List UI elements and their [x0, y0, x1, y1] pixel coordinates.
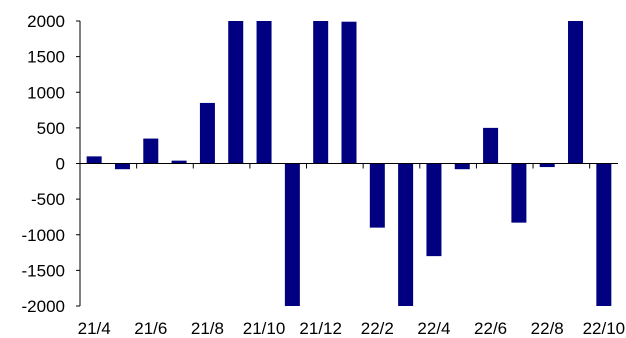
x-tick-label: 22/2: [361, 319, 394, 338]
x-tick-label: 21/8: [191, 319, 224, 338]
bar-21-6: [143, 139, 158, 164]
y-tick-label: -1000: [22, 226, 65, 245]
x-axis: 21/4 21/6 21/8 21/10 21/12 22/2 22/4 22/6 22/8 22…: [78, 164, 626, 338]
bar-22-10: [596, 164, 611, 307]
y-axis: 2000 1500 1000 500 0 -500 -1000 -1500 -2000: [22, 12, 80, 316]
bar-22-9: [568, 21, 583, 164]
bar-22-8: [540, 164, 555, 168]
x-tick-label: 22/6: [474, 319, 507, 338]
bar-21-10: [257, 21, 272, 164]
y-tick-label: -2000: [22, 297, 65, 316]
bar-21-8: [200, 103, 215, 164]
bar-21-5: [115, 164, 130, 170]
bar-21-9: [228, 21, 243, 164]
bar-22-3: [398, 164, 413, 307]
bar-22-1: [342, 22, 357, 164]
x-tick-label: 21/4: [78, 319, 111, 338]
x-tick-label: 22/10: [583, 319, 626, 338]
y-tick-label: 2000: [27, 12, 65, 31]
bar-22-7: [511, 164, 526, 223]
bar-22-4: [426, 164, 441, 257]
y-tick-label: 0: [56, 155, 65, 174]
bar-21-11: [285, 164, 300, 307]
bar-21-4: [87, 156, 102, 163]
bar-22-2: [370, 164, 385, 228]
y-tick-label: 1500: [27, 48, 65, 67]
x-tick-label: 22/4: [417, 319, 450, 338]
y-tick-label: 1000: [27, 83, 65, 102]
x-tick-label: 21/12: [299, 319, 342, 338]
y-tick-label: -1500: [22, 261, 65, 280]
x-tick-label: 21/10: [243, 319, 286, 338]
x-tick-label: 21/6: [134, 319, 167, 338]
bar-22-5: [455, 164, 470, 170]
bar-21-12: [313, 21, 328, 164]
x-tick-label: 22/8: [531, 319, 564, 338]
y-tick-label: 500: [37, 119, 65, 138]
bar-22-6: [483, 128, 498, 164]
y-tick-label: -500: [31, 190, 65, 209]
